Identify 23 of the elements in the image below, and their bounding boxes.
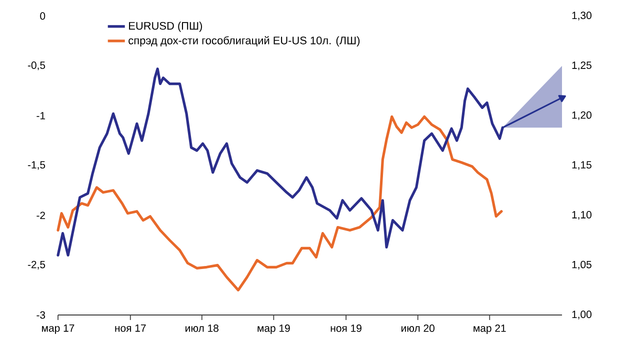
legend-label: EURUSD (ПШ) bbox=[129, 22, 202, 32]
x-tick-label: июл 18 bbox=[186, 324, 218, 332]
x-tick-label: мар 17 bbox=[42, 324, 74, 334]
y-tick-label: -2 bbox=[36, 212, 45, 219]
y2-tick-label: 1,30 bbox=[572, 12, 592, 20]
y2-tick-label: 1,00 bbox=[572, 310, 592, 320]
y-tick-label: 0 bbox=[40, 12, 46, 20]
y-tick-label: -3 bbox=[36, 311, 46, 319]
legend-label: спрэд дох-сти гособлигаций EU-US 10л. (ЛШ) bbox=[128, 36, 360, 46]
x-tick-label: июл 20 bbox=[402, 324, 434, 332]
x-tick-label: ноя 19 bbox=[330, 324, 362, 332]
x-tick-label: ноя 17 bbox=[115, 324, 146, 332]
y-tick-label: -0,5 bbox=[28, 62, 46, 70]
y-tick-label: -1,5 bbox=[28, 161, 46, 170]
y2-tick-label: 1,10 bbox=[572, 211, 592, 220]
y-tick-label: -2,5 bbox=[28, 260, 46, 270]
y2-tick-label: 1,25 bbox=[572, 62, 592, 70]
x-tick-label: мар 21 bbox=[474, 324, 506, 334]
y2-tick-label: 1,15 bbox=[572, 161, 592, 170]
y2-tick-label: 1,20 bbox=[572, 111, 592, 120]
y-tick-label: -1 bbox=[36, 112, 45, 120]
x-tick-label: мар 19 bbox=[258, 324, 290, 334]
y2-tick-label: 1,05 bbox=[572, 260, 592, 270]
